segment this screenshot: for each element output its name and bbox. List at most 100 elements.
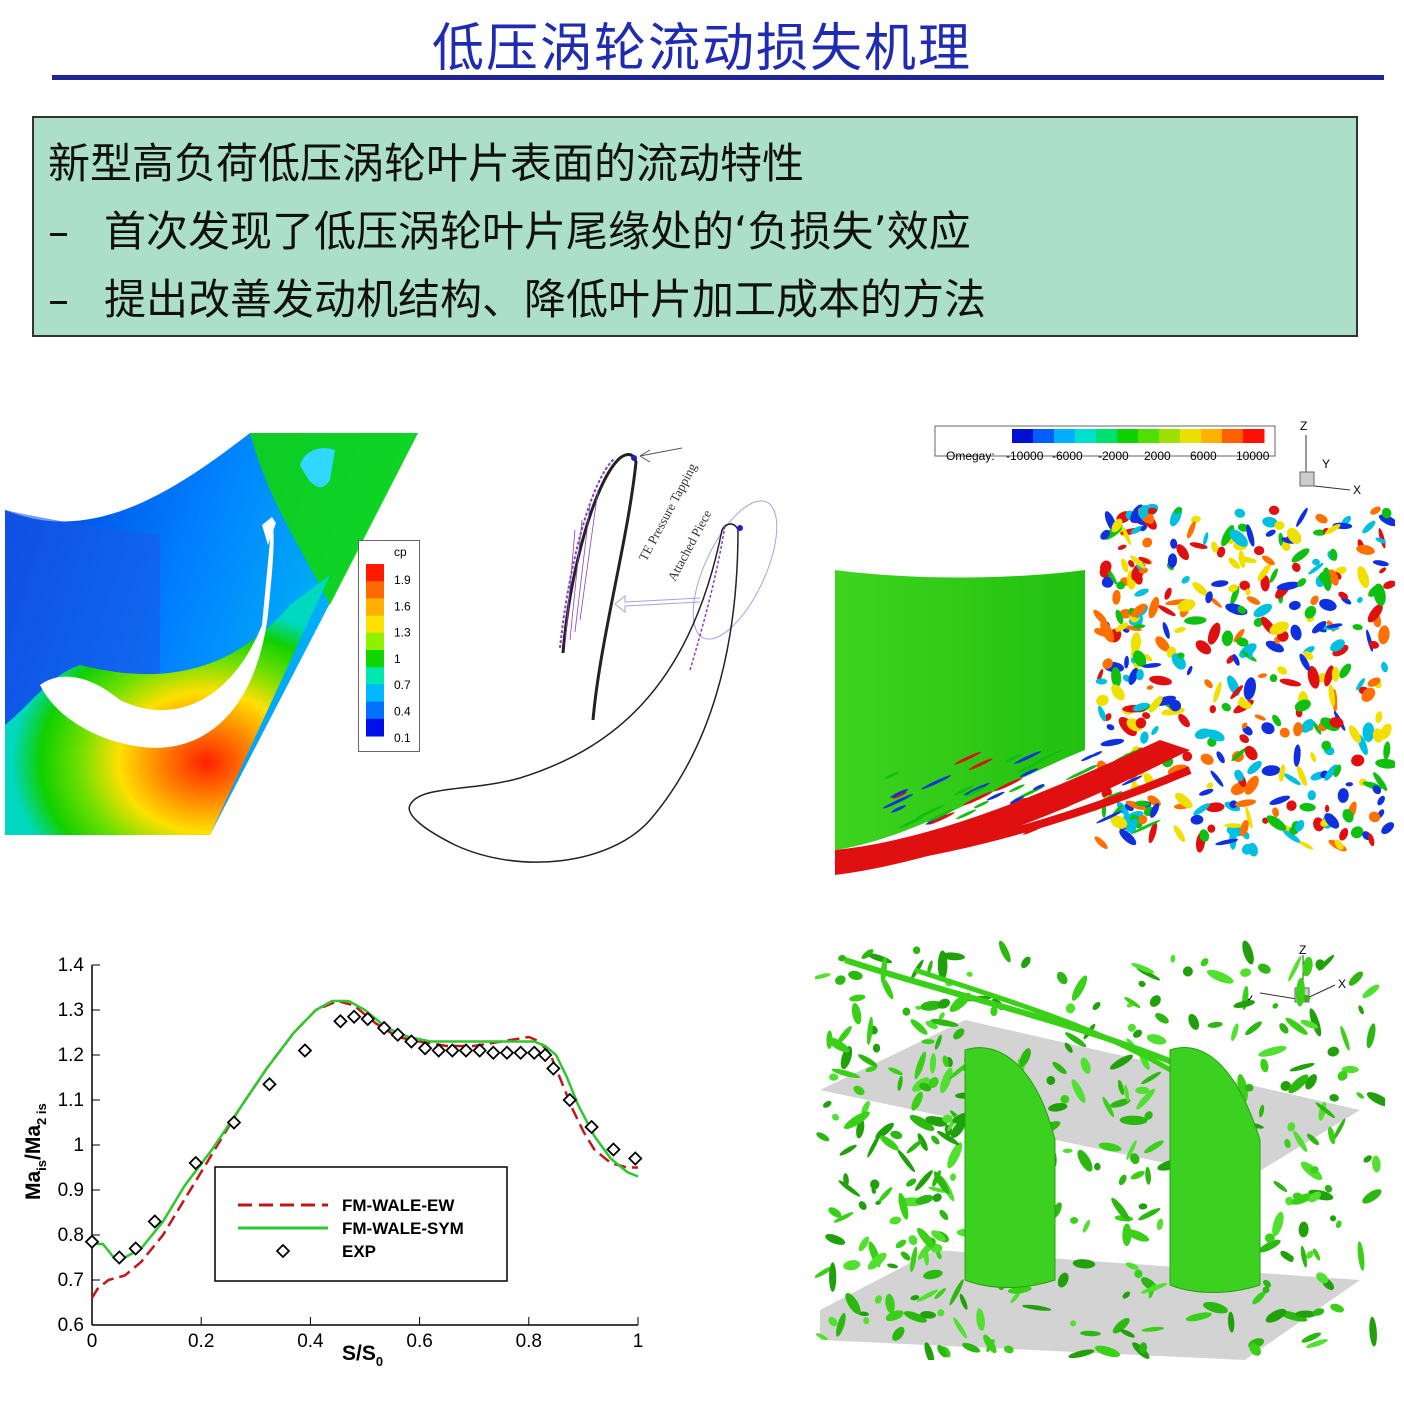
vortex-structure — [1324, 764, 1338, 781]
vortex-structure — [1101, 576, 1114, 588]
exp-point — [390, 1027, 406, 1043]
vortex-structure — [1144, 1140, 1164, 1154]
vortex-structure — [962, 1342, 981, 1353]
vortex-structure — [887, 1263, 898, 1269]
vortex-structure — [1375, 758, 1395, 769]
vortex-structure — [1071, 975, 1088, 1001]
vortex-structure — [1308, 1191, 1322, 1203]
vortex-structure — [1192, 581, 1208, 596]
vortex-structure — [1173, 507, 1183, 514]
vortex-structure — [858, 1311, 870, 1317]
vortex-structure — [1149, 675, 1172, 686]
vortex-structure — [1146, 507, 1157, 515]
vortex-structure — [1206, 969, 1234, 984]
vortex-structure — [1062, 1148, 1073, 1154]
vortex-structure — [892, 1326, 905, 1341]
vortex-structure — [1288, 956, 1302, 982]
vortex-structure — [1293, 1130, 1308, 1153]
vortex-structure — [1102, 1096, 1115, 1118]
vortex-structure — [890, 788, 909, 798]
vortex-structure — [1190, 515, 1201, 523]
vortex-structure — [1265, 640, 1285, 653]
vortex-structure — [1200, 958, 1209, 967]
vortex-structure — [1306, 1250, 1314, 1259]
legend-marker — [275, 1243, 291, 1259]
vortex-structure — [949, 1279, 964, 1306]
vortex-structure — [1266, 815, 1287, 831]
vortex-structure — [892, 791, 907, 799]
omega-colorbar-swatch — [1075, 429, 1097, 443]
vortex-structure — [932, 1170, 942, 1187]
vortex-structure — [1014, 751, 1042, 764]
vortex-structure — [1110, 1098, 1131, 1108]
vortex-structure — [1140, 1282, 1168, 1294]
vortex-structure — [890, 1130, 903, 1140]
vortex-structure — [954, 751, 982, 765]
vortex-structure — [1199, 788, 1214, 796]
vortex-structure — [833, 1212, 854, 1223]
vortex-structure — [1237, 699, 1252, 709]
vortex-structure — [937, 998, 951, 1009]
vortex-structure — [1021, 956, 1031, 969]
cp-colorbar: cp 1.9 1.6 1.3 1 0.7 0.4 0.1 — [358, 540, 420, 752]
vortex-structure — [976, 1308, 985, 1331]
vortex-structure — [838, 1180, 861, 1197]
vortex-structure — [889, 1216, 902, 1225]
vortex-structure — [844, 1111, 870, 1129]
vortex-structure — [1294, 699, 1311, 712]
y-tick-label: 0.6 — [58, 1315, 84, 1336]
vortex-structure — [1199, 829, 1210, 842]
vortex-structure — [1269, 621, 1289, 635]
vortex-structure — [1206, 729, 1225, 742]
vortex-structure — [1262, 516, 1278, 528]
vortex-structure — [1124, 1084, 1130, 1103]
vortex-structure — [1115, 609, 1124, 625]
cp-colorbar-swatch — [366, 564, 384, 582]
omega-legend-tick: -10000 — [1006, 449, 1044, 463]
vortex-structure — [897, 1149, 916, 1173]
vortex-structure — [1280, 1250, 1294, 1262]
vortex-structure — [1291, 562, 1301, 572]
y-tick-label: 1.1 — [58, 1090, 84, 1111]
exp-point — [472, 1043, 487, 1058]
vortex-structure — [942, 1114, 953, 1123]
vortex-structure — [870, 1179, 880, 1190]
vortex-structure — [1142, 663, 1162, 668]
vortex-structure — [1167, 553, 1178, 568]
vortex-structure — [1300, 1245, 1308, 1268]
vortex-structure — [1332, 644, 1349, 657]
vortex-structure — [1272, 1003, 1279, 1009]
vortex-structure — [1303, 650, 1314, 661]
vortex-structure — [1149, 995, 1161, 1007]
vortex-structure — [1381, 661, 1388, 673]
vortex-structure — [1348, 725, 1362, 744]
vortex-structure — [872, 1043, 881, 1053]
vortex-structure — [986, 791, 1005, 801]
vortex-structure — [1356, 1092, 1364, 1099]
vortex-structure — [1207, 1021, 1223, 1028]
vortex-structure — [917, 1133, 928, 1151]
y-tick-label: 0.9 — [58, 1180, 84, 1201]
vortex-structure — [1130, 555, 1146, 569]
vortex-structure — [898, 1192, 909, 1220]
vortex-structure — [1098, 1142, 1122, 1152]
vortex-structure — [927, 808, 955, 822]
vortex-structure — [1356, 544, 1375, 555]
vortex-structure — [1300, 1019, 1318, 1029]
vortex-structure — [908, 1235, 918, 1246]
exp-point — [486, 1045, 501, 1061]
exp-point — [546, 1061, 561, 1076]
vortex-structure — [1367, 677, 1381, 687]
vortex-structure — [1307, 790, 1316, 801]
vortex-structure — [1170, 538, 1178, 549]
vortex-structure — [1328, 1126, 1336, 1145]
vortex-structure — [1381, 822, 1395, 835]
exp-point — [431, 1043, 446, 1058]
axis-y-label: Y — [1245, 993, 1253, 1007]
vortex-structure — [930, 1018, 959, 1027]
vortex-structure — [1324, 1184, 1333, 1193]
vortex-structure — [858, 1054, 878, 1067]
vortex-structure — [1182, 751, 1193, 762]
vortex-structure — [828, 1316, 838, 1327]
omega-colorbar-swatch — [1117, 429, 1139, 443]
